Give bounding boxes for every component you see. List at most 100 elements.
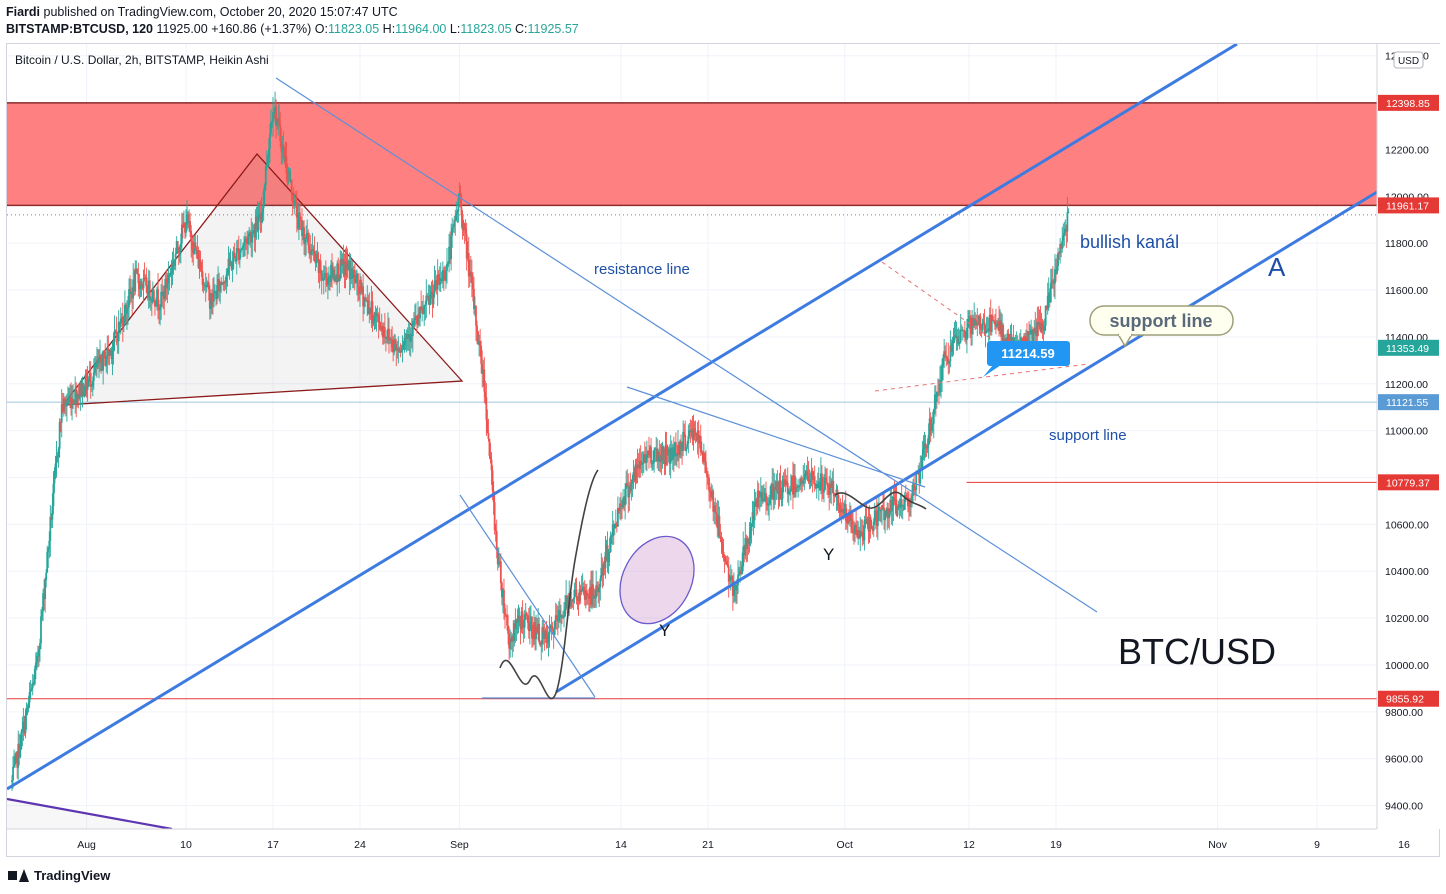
- candle-body: [404, 337, 407, 339]
- candle-body: [488, 438, 491, 456]
- author-name[interactable]: Fiardi: [6, 5, 41, 19]
- candle-body: [986, 329, 989, 332]
- candle-body: [694, 432, 697, 436]
- candle-body: [128, 289, 130, 308]
- candle-body: [699, 436, 702, 453]
- candle-body: [673, 442, 676, 457]
- candle-body: [278, 117, 281, 125]
- candle-body: [252, 230, 255, 234]
- candle-body: [368, 308, 371, 315]
- candle-body: [411, 321, 414, 337]
- candle-body: [256, 216, 259, 231]
- candle-body: [722, 551, 725, 557]
- candle-body: [345, 261, 348, 270]
- candle-body: [117, 322, 120, 342]
- price-chart[interactable]: 9400.00 9600.00 9800.00 10000.00 10200.00 104…: [0, 0, 1446, 864]
- y-tick-label: 11600.00: [1385, 285, 1428, 297]
- candle-body: [603, 563, 606, 569]
- candle-body: [288, 171, 291, 182]
- price-callout[interactable]: 11214.59: [983, 341, 1070, 377]
- candle-body: [780, 498, 783, 500]
- candle-body: [769, 499, 772, 504]
- candle-body: [53, 473, 56, 484]
- candle-body: [189, 221, 192, 231]
- candle-body: [947, 358, 950, 364]
- candle-body: [258, 213, 261, 217]
- candle-body: [951, 343, 954, 352]
- candle-body: [201, 271, 204, 285]
- candle-body: [973, 318, 976, 326]
- x-tick-label: 14: [615, 839, 627, 851]
- candle-body: [72, 398, 75, 404]
- drawings-layer: [7, 44, 1377, 829]
- candle-body: [881, 505, 883, 511]
- candle-body: [865, 519, 868, 524]
- candle-body: [457, 198, 460, 212]
- chart-header: Fiardi published on TradingView.com, Oct…: [0, 0, 1446, 42]
- candle-body: [615, 523, 618, 527]
- candle-body: [21, 728, 24, 732]
- candle-body: [560, 615, 562, 618]
- candle-body: [681, 443, 684, 451]
- x-tick-label: Sep: [450, 839, 469, 851]
- candle-body: [897, 504, 900, 508]
- candle-body: [294, 200, 297, 204]
- candle-body: [925, 447, 928, 449]
- candle-body: [796, 486, 798, 488]
- candle-body: [519, 619, 522, 630]
- candle-body: [630, 483, 633, 492]
- candle-body: [642, 454, 645, 463]
- candle-body: [213, 292, 215, 302]
- candle-body: [929, 418, 932, 431]
- tradingview-logo[interactable]: TradingView: [8, 868, 110, 883]
- candle-body: [669, 447, 672, 464]
- price-tag: [1378, 394, 1439, 411]
- last-price: 11925.00: [156, 22, 208, 36]
- candle-body: [941, 366, 943, 380]
- candle-body: [129, 289, 131, 295]
- candle-body: [226, 272, 229, 275]
- candle-body: [433, 280, 436, 294]
- candle-body: [632, 472, 635, 480]
- candle-body: [103, 350, 106, 352]
- candle-body: [804, 473, 807, 479]
- candle-body: [141, 285, 144, 289]
- candle-body: [727, 566, 730, 582]
- candle-body: [1066, 212, 1069, 232]
- candle-body: [612, 524, 615, 529]
- candle-body: [68, 398, 70, 403]
- candle-body: [842, 509, 845, 515]
- candle-body: [506, 615, 508, 626]
- candle-body: [604, 551, 607, 569]
- candle-body: [406, 334, 409, 339]
- tradingview-mark-icon: [8, 868, 29, 883]
- candle-body: [557, 610, 560, 622]
- candle-body: [337, 263, 340, 282]
- candle-body: [801, 482, 804, 484]
- candle-body: [714, 505, 717, 513]
- candle-body: [852, 529, 854, 533]
- candle-body: [276, 121, 279, 126]
- candle-body: [196, 250, 199, 255]
- candle-body: [49, 516, 52, 541]
- candle-body: [284, 156, 287, 162]
- candle-body: [700, 451, 703, 453]
- candle-body: [883, 508, 885, 521]
- candle-body: [905, 497, 908, 499]
- candle-body: [525, 612, 528, 616]
- open-label: O:: [314, 22, 328, 36]
- support-line-callout[interactable]: support line: [1089, 305, 1234, 348]
- candle-body: [558, 610, 561, 618]
- footer-brand: TradingView: [34, 868, 111, 883]
- currency-badge[interactable]: USD: [1393, 51, 1424, 69]
- candle-body: [653, 450, 656, 463]
- candle-body: [606, 545, 609, 563]
- candle-body: [216, 285, 218, 300]
- candle-body: [450, 235, 453, 260]
- candle-body: [122, 321, 125, 327]
- candle-body: [332, 269, 334, 278]
- candle-body: [394, 339, 397, 344]
- candle-body: [702, 453, 705, 463]
- candle-body: [622, 497, 624, 508]
- candle-body: [638, 460, 641, 469]
